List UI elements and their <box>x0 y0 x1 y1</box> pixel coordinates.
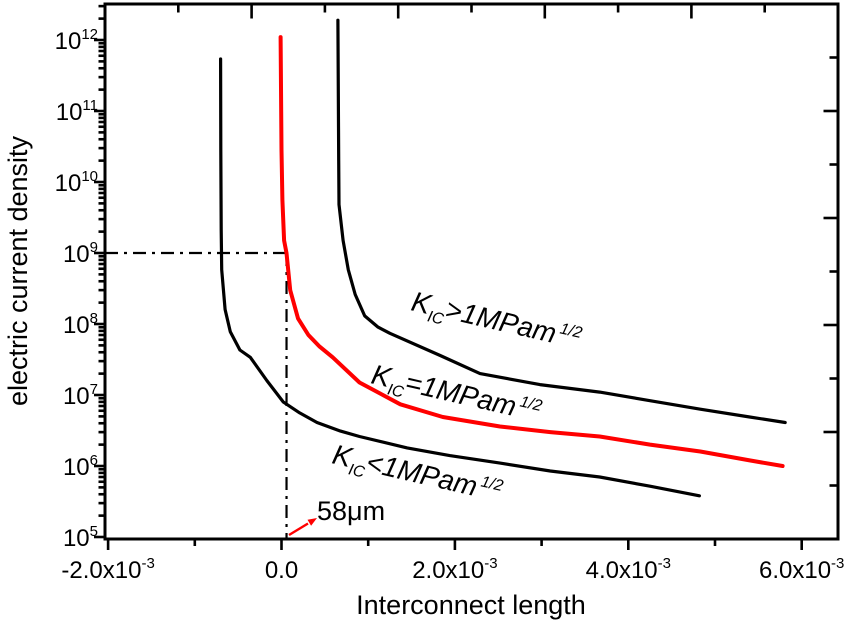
y-tick-label: 1012 <box>55 26 98 55</box>
annotation-58um-label: 58μm <box>317 496 385 526</box>
y-axis-title: electric current density <box>3 135 33 406</box>
curve-label-kic-eq-1mpam: KIC=1MPam1/2 <box>368 359 545 433</box>
x-tick-label: 2.0x10-3 <box>412 555 497 584</box>
y-tick-label: 106 <box>63 452 98 481</box>
annotation-arrowhead-icon <box>307 518 317 526</box>
x-tick-label: 4.0x10-3 <box>586 555 671 584</box>
curve-label-kic-gt-1mpam: KIC>1MPam1/2 <box>408 286 585 360</box>
y-tick-label: 1010 <box>55 168 98 197</box>
y-tick-label: 1011 <box>56 97 98 126</box>
x-tick-label: -2.0x10-3 <box>61 555 154 584</box>
x-tick-label: 6.0x10-3 <box>759 555 844 584</box>
axis-tick-labels: 1012 1011 1010 109 108 107 106 105 -2.0x10-3 0.0 2… <box>55 26 844 584</box>
plot-frame <box>103 2 840 541</box>
x-axis-title: Interconnect length <box>356 590 586 620</box>
annotation-arrow-line <box>288 522 309 537</box>
axis-ticks <box>94 4 837 550</box>
y-tick-label: 108 <box>63 310 98 339</box>
curve-kic-lt-1 <box>219 57 701 498</box>
y-tick-label: 105 <box>63 523 98 552</box>
x-tick-label: 0.0 <box>265 557 298 584</box>
crosshair-dashdot-lines <box>105 251 288 539</box>
y-tick-label: 109 <box>63 239 98 268</box>
data-curves <box>219 18 787 498</box>
y-tick-label: 107 <box>63 381 98 410</box>
curve-kic-eq-1 <box>278 35 785 468</box>
curve-kic-gt-1 <box>336 18 787 425</box>
annotation-58um-group: 58μm <box>288 496 385 537</box>
